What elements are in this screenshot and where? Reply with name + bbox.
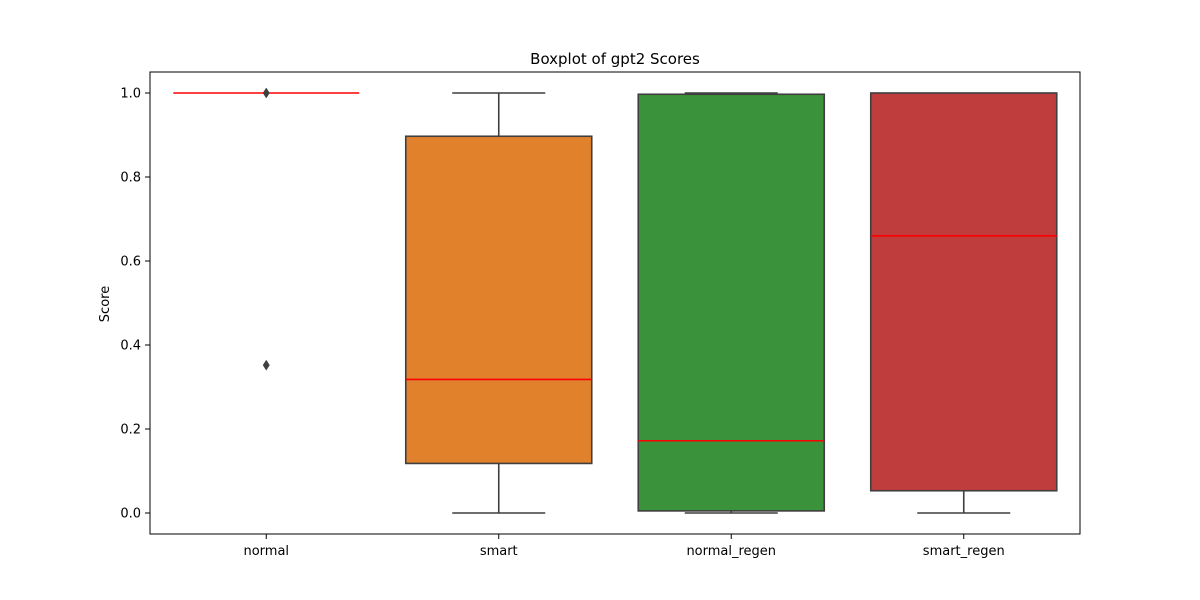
y-tick-label: 0.0 [120, 507, 141, 522]
y-tick-label: 0.2 [120, 423, 141, 438]
box-body [637, 93, 826, 512]
box-smart [404, 92, 593, 514]
x-tick-label: normal_regen [686, 544, 776, 559]
box-body [869, 92, 1058, 492]
y-tick-label: 0.8 [120, 171, 141, 186]
box-body [404, 135, 593, 465]
y-tick-label: 0.6 [120, 255, 141, 270]
plot-frame [149, 71, 1081, 535]
y-axis-label: Score [98, 286, 113, 322]
box-smart_regen [869, 92, 1058, 514]
box-normal_regen [637, 92, 826, 514]
chart-title: Boxplot of gpt2 Scores [530, 50, 700, 68]
outlier-point [262, 359, 270, 371]
x-tick-label: smart [480, 544, 518, 559]
x-tick-label: smart_regen [923, 544, 1005, 559]
y-tick-label: 0.4 [120, 339, 141, 354]
outlier-point [262, 87, 270, 99]
y-tick-label: 1.0 [120, 87, 141, 102]
x-tick-label: normal [243, 544, 289, 559]
plot-area: 0.0 0.2 0.4 0.6 0.8 1.0 normal smart normal_rege… [120, 87, 1058, 559]
box-normal [173, 87, 360, 371]
